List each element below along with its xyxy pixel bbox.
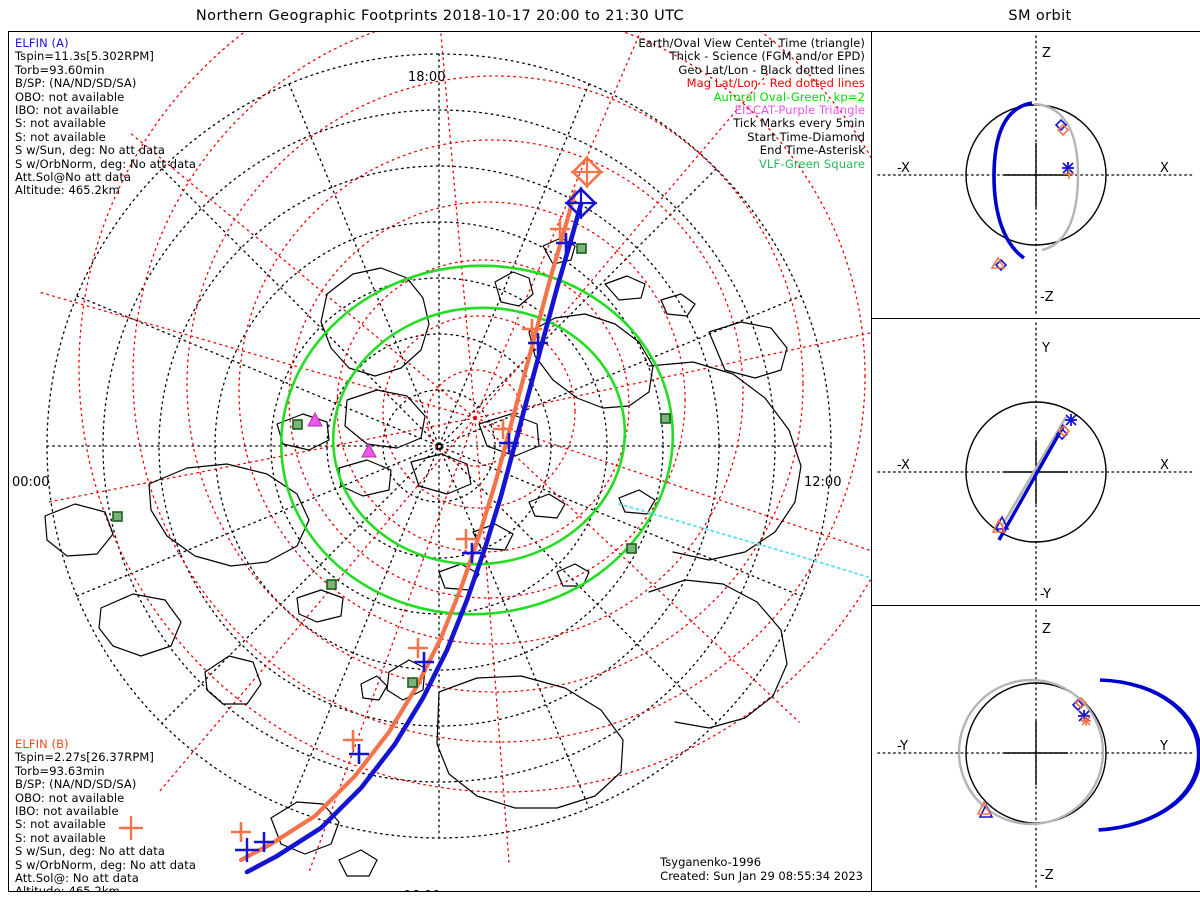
start-time-diamond-b <box>571 156 603 188</box>
polar-map-graphic <box>38 32 871 877</box>
orbit-yz-axis-bottom: -Z <box>1040 868 1054 883</box>
orbit-yz-axis-top: Z <box>1042 622 1051 637</box>
elfin-b-line-2: B/SP: (NA/ND/SD/SA) <box>15 777 137 792</box>
mlt-label-right: 12:00 <box>804 475 842 490</box>
page-title: Northern Geographic Footprints 2018-10-1… <box>195 8 685 24</box>
created-date: Created: Sun Jan 29 08:55:34 2023 <box>660 868 863 883</box>
elfin-b-line-5: S: not available <box>15 817 106 832</box>
elfin-a-line-3: OBO: not available <box>15 89 125 104</box>
orbit-panel-yz[interactable]: Z -Z -Y Y <box>872 605 1200 892</box>
orbit-xy-axis-bottom: -Y <box>1040 587 1052 602</box>
orbit-xz-axis-left: -X <box>897 161 910 176</box>
orbit-xy-axis-right: X <box>1160 458 1169 473</box>
elfin-b-line-9: Att.Sol@: No att data <box>15 871 139 886</box>
elfin-b-line-3: OBO: not available <box>15 790 125 805</box>
legend-item-center-time: Earth/Oval View Center Time (triangle) <box>638 36 865 50</box>
elfin-b-name: ELFIN (B) <box>15 737 69 751</box>
orbit-xy-axis-left: -X <box>897 458 910 473</box>
elfin-a-line-6: S: not available <box>15 129 106 144</box>
elfin-b-info-block: ELFIN (B) Tspin=2.27s[26.37RPM] Torb=93.… <box>15 737 197 892</box>
sm-orbit-column: Z -Z -X X <box>872 31 1200 892</box>
elfin-a-line-0: Tspin=11.3s[5.302RPM] <box>15 49 154 64</box>
end-time-asterisk-a <box>235 838 259 862</box>
elfin-a-line-9: Att.Sol@No att data <box>15 170 132 185</box>
orbit-xz-axis-top: Z <box>1042 46 1051 61</box>
mlt-label-left: 00:00 <box>12 475 50 490</box>
legend-item-start-time: Start Time-Diamond <box>747 129 865 144</box>
orbit-xy-axis-top: Y <box>1042 341 1050 356</box>
mlt-label-bottom: 06:00 <box>403 889 440 891</box>
orbit-panel-title: SM orbit <box>1008 8 1072 24</box>
elfin-a-line-8: S w/OrbNorm, deg: No att data <box>15 156 197 171</box>
vlf-squares <box>112 243 671 688</box>
legend-item-vlf: VLF-Green Square <box>758 156 865 171</box>
elfin-a-info-block: ELFIN (A) Tspin=11.3s[5.302RPM] Torb=93.… <box>15 36 197 198</box>
orbit-yz-axis-right: Y <box>1160 739 1168 754</box>
orbit-xz-axis-bottom: -Z <box>1040 290 1054 305</box>
legend-item-eiscat: EISCAT-Purple Triangle <box>734 103 865 118</box>
orbit-yz-axis-left: -Y <box>897 739 909 754</box>
legend-item-thick-science: Thick - Science (FGM and/or EPD) <box>669 49 865 64</box>
start-time-diamond-a <box>565 187 597 219</box>
elfin-b-line-10: Altitude: 465.2km <box>15 884 120 892</box>
elfin-b-line-1: Torb=93.63min <box>15 763 105 778</box>
elfin-b-line-7: S w/Sun, deg: No att data <box>15 844 166 859</box>
orbit-yz-graphic <box>877 609 1200 889</box>
orbit-xy-graphic <box>877 322 1195 602</box>
legend-item-auroral-oval: Auroral Oval-Green, kp=2 <box>713 89 865 104</box>
elfin-a-line-5: S: not available <box>15 116 106 131</box>
elfin-b-line-6: S: not available <box>15 830 106 845</box>
elfin-a-line-1: Torb=93.60min <box>15 62 105 77</box>
orbit-xz-axis-right: X <box>1160 161 1169 176</box>
orbit-panel-xy[interactable]: Y -Y -X X <box>872 318 1200 605</box>
legend-item-geo-grid: Geo Lat/Lon - Black dotted lines <box>678 62 865 77</box>
mlt-label-top: 18:00 <box>408 70 446 85</box>
elfin-b-line-4: IBO: not available <box>15 804 119 819</box>
elfin-a-name: ELFIN (A) <box>15 36 69 50</box>
model-name: Tsyganenko-1996 <box>660 855 762 870</box>
legend-item-mag-grid: Mag Lat/Lon - Red dotted lines <box>686 76 865 91</box>
credits-block: Tsyganenko-1996 Created: Sun Jan 29 08:5… <box>660 855 863 883</box>
elfin-a-line-4: IBO: not available <box>15 103 119 118</box>
legend-item-end-time: End Time-Asterisk <box>759 143 865 158</box>
elfin-b-line-8: S w/OrbNorm, deg: No att data <box>15 857 197 872</box>
end-time-asterisk-b <box>119 816 143 840</box>
legend-item-tick-marks: Tick Marks every 5min <box>733 116 865 131</box>
eiscat-triangles <box>307 411 377 458</box>
map-panel[interactable]: 18:00 12:00 06:00 00:00 ELFIN (A) Tspin=… <box>8 31 872 892</box>
elfin-a-line-2: B/SP: (NA/ND/SD/SA) <box>15 76 137 91</box>
elfin-a-line-10: Altitude: 465.2km <box>15 183 120 198</box>
orbit-panel-xz[interactable]: Z -Z -X X <box>872 31 1200 318</box>
orbit-xz-graphic <box>877 35 1195 315</box>
elfin-b-line-0: Tspin=2.27s[26.37RPM] <box>15 750 154 765</box>
elfin-a-line-7: S w/Sun, deg: No att data <box>15 143 166 158</box>
map-legend: Earth/Oval View Center Time (triangle) T… <box>638 36 865 171</box>
